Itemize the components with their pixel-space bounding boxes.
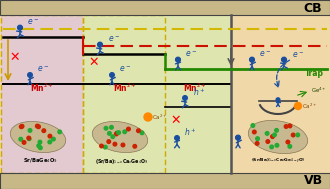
Circle shape xyxy=(252,130,256,134)
Circle shape xyxy=(117,131,120,134)
Circle shape xyxy=(286,140,290,144)
Circle shape xyxy=(175,136,179,140)
Text: Ca$^{2+}$: Ca$^{2+}$ xyxy=(152,113,167,122)
Circle shape xyxy=(113,142,117,146)
Text: CB: CB xyxy=(304,2,322,15)
Circle shape xyxy=(183,96,187,100)
Circle shape xyxy=(108,132,111,135)
Circle shape xyxy=(100,144,103,148)
Circle shape xyxy=(255,142,259,145)
Circle shape xyxy=(28,73,32,77)
Circle shape xyxy=(20,125,24,128)
Bar xyxy=(1,15,83,173)
Circle shape xyxy=(275,143,279,147)
Circle shape xyxy=(144,113,152,121)
Circle shape xyxy=(266,140,270,143)
Circle shape xyxy=(39,146,42,149)
Ellipse shape xyxy=(10,122,66,153)
Text: Mn$^{2+}$: Mn$^{2+}$ xyxy=(30,82,54,94)
Circle shape xyxy=(275,129,278,132)
Circle shape xyxy=(251,124,255,127)
Text: ✕: ✕ xyxy=(9,51,19,64)
Circle shape xyxy=(294,102,302,109)
Text: ✕: ✕ xyxy=(170,114,181,127)
Circle shape xyxy=(48,140,51,144)
Text: $e^-$: $e^-$ xyxy=(108,34,120,44)
Circle shape xyxy=(104,126,108,130)
Circle shape xyxy=(273,133,276,137)
Text: Trap: Trap xyxy=(305,69,324,78)
Text: Sr/BaGe$_4$O$_9$: Sr/BaGe$_4$O$_9$ xyxy=(22,157,57,165)
Circle shape xyxy=(111,135,115,139)
Circle shape xyxy=(265,132,269,135)
Circle shape xyxy=(19,137,22,141)
Circle shape xyxy=(37,144,41,148)
Bar xyxy=(0,0,330,15)
Text: $e^-$: $e^-$ xyxy=(259,49,271,59)
Ellipse shape xyxy=(92,122,148,153)
Circle shape xyxy=(140,131,144,135)
Circle shape xyxy=(115,132,118,136)
Circle shape xyxy=(107,140,111,143)
Circle shape xyxy=(271,135,274,138)
Bar xyxy=(0,173,330,189)
Circle shape xyxy=(276,98,280,102)
Circle shape xyxy=(28,129,32,132)
Bar xyxy=(83,15,231,173)
Circle shape xyxy=(27,137,31,141)
Circle shape xyxy=(110,125,113,129)
Circle shape xyxy=(137,129,140,132)
Text: $e^-$: $e^-$ xyxy=(119,64,131,74)
Circle shape xyxy=(281,57,286,62)
Circle shape xyxy=(51,137,55,141)
Text: Ca$^{2+}$: Ca$^{2+}$ xyxy=(302,102,317,111)
Circle shape xyxy=(27,136,31,140)
Circle shape xyxy=(17,25,22,30)
Circle shape xyxy=(121,143,125,147)
Circle shape xyxy=(291,133,295,137)
Circle shape xyxy=(22,141,26,144)
Text: $h^+$: $h^+$ xyxy=(193,86,206,98)
Text: $h^+$: $h^+$ xyxy=(184,126,197,138)
Circle shape xyxy=(58,130,61,134)
Circle shape xyxy=(48,134,52,138)
Text: Ge$^{4+}$: Ge$^{4+}$ xyxy=(311,86,327,95)
Circle shape xyxy=(38,140,42,144)
Ellipse shape xyxy=(248,120,308,154)
Text: VB: VB xyxy=(304,174,322,187)
Circle shape xyxy=(270,145,274,149)
Circle shape xyxy=(127,127,130,131)
Text: ✕: ✕ xyxy=(88,56,98,69)
Text: Mn$^{2+}$: Mn$^{2+}$ xyxy=(113,82,137,94)
Circle shape xyxy=(133,145,137,148)
Circle shape xyxy=(36,124,39,128)
Text: $e^-$: $e^-$ xyxy=(185,49,197,59)
Circle shape xyxy=(288,124,292,128)
Text: (Sr/Ba)$_{1-x}$Ca$_x$Ge$_{4-y}$O$_9$: (Sr/Ba)$_{1-x}$Ca$_x$Ge$_{4-y}$O$_9$ xyxy=(250,156,305,165)
Text: $e^-$: $e^-$ xyxy=(27,17,39,27)
Circle shape xyxy=(249,57,254,62)
Circle shape xyxy=(123,130,126,134)
Circle shape xyxy=(288,145,292,148)
Circle shape xyxy=(256,137,259,140)
Text: Mn$^{2+}$: Mn$^{2+}$ xyxy=(183,82,207,94)
Circle shape xyxy=(284,125,288,128)
Circle shape xyxy=(236,135,240,140)
Text: (Sr/Ba)$_{1-x}$Ca$_x$Ge$_4$O$_9$: (Sr/Ba)$_{1-x}$Ca$_x$Ge$_4$O$_9$ xyxy=(95,156,148,166)
Circle shape xyxy=(37,125,40,129)
Circle shape xyxy=(98,42,102,47)
Text: $e^-$: $e^-$ xyxy=(37,64,49,74)
Circle shape xyxy=(104,145,107,149)
Circle shape xyxy=(115,131,118,135)
Circle shape xyxy=(296,133,300,137)
Circle shape xyxy=(110,73,114,77)
Circle shape xyxy=(176,57,181,62)
Circle shape xyxy=(42,129,46,132)
Text: $e^-$: $e^-$ xyxy=(292,50,304,60)
Circle shape xyxy=(19,125,23,129)
